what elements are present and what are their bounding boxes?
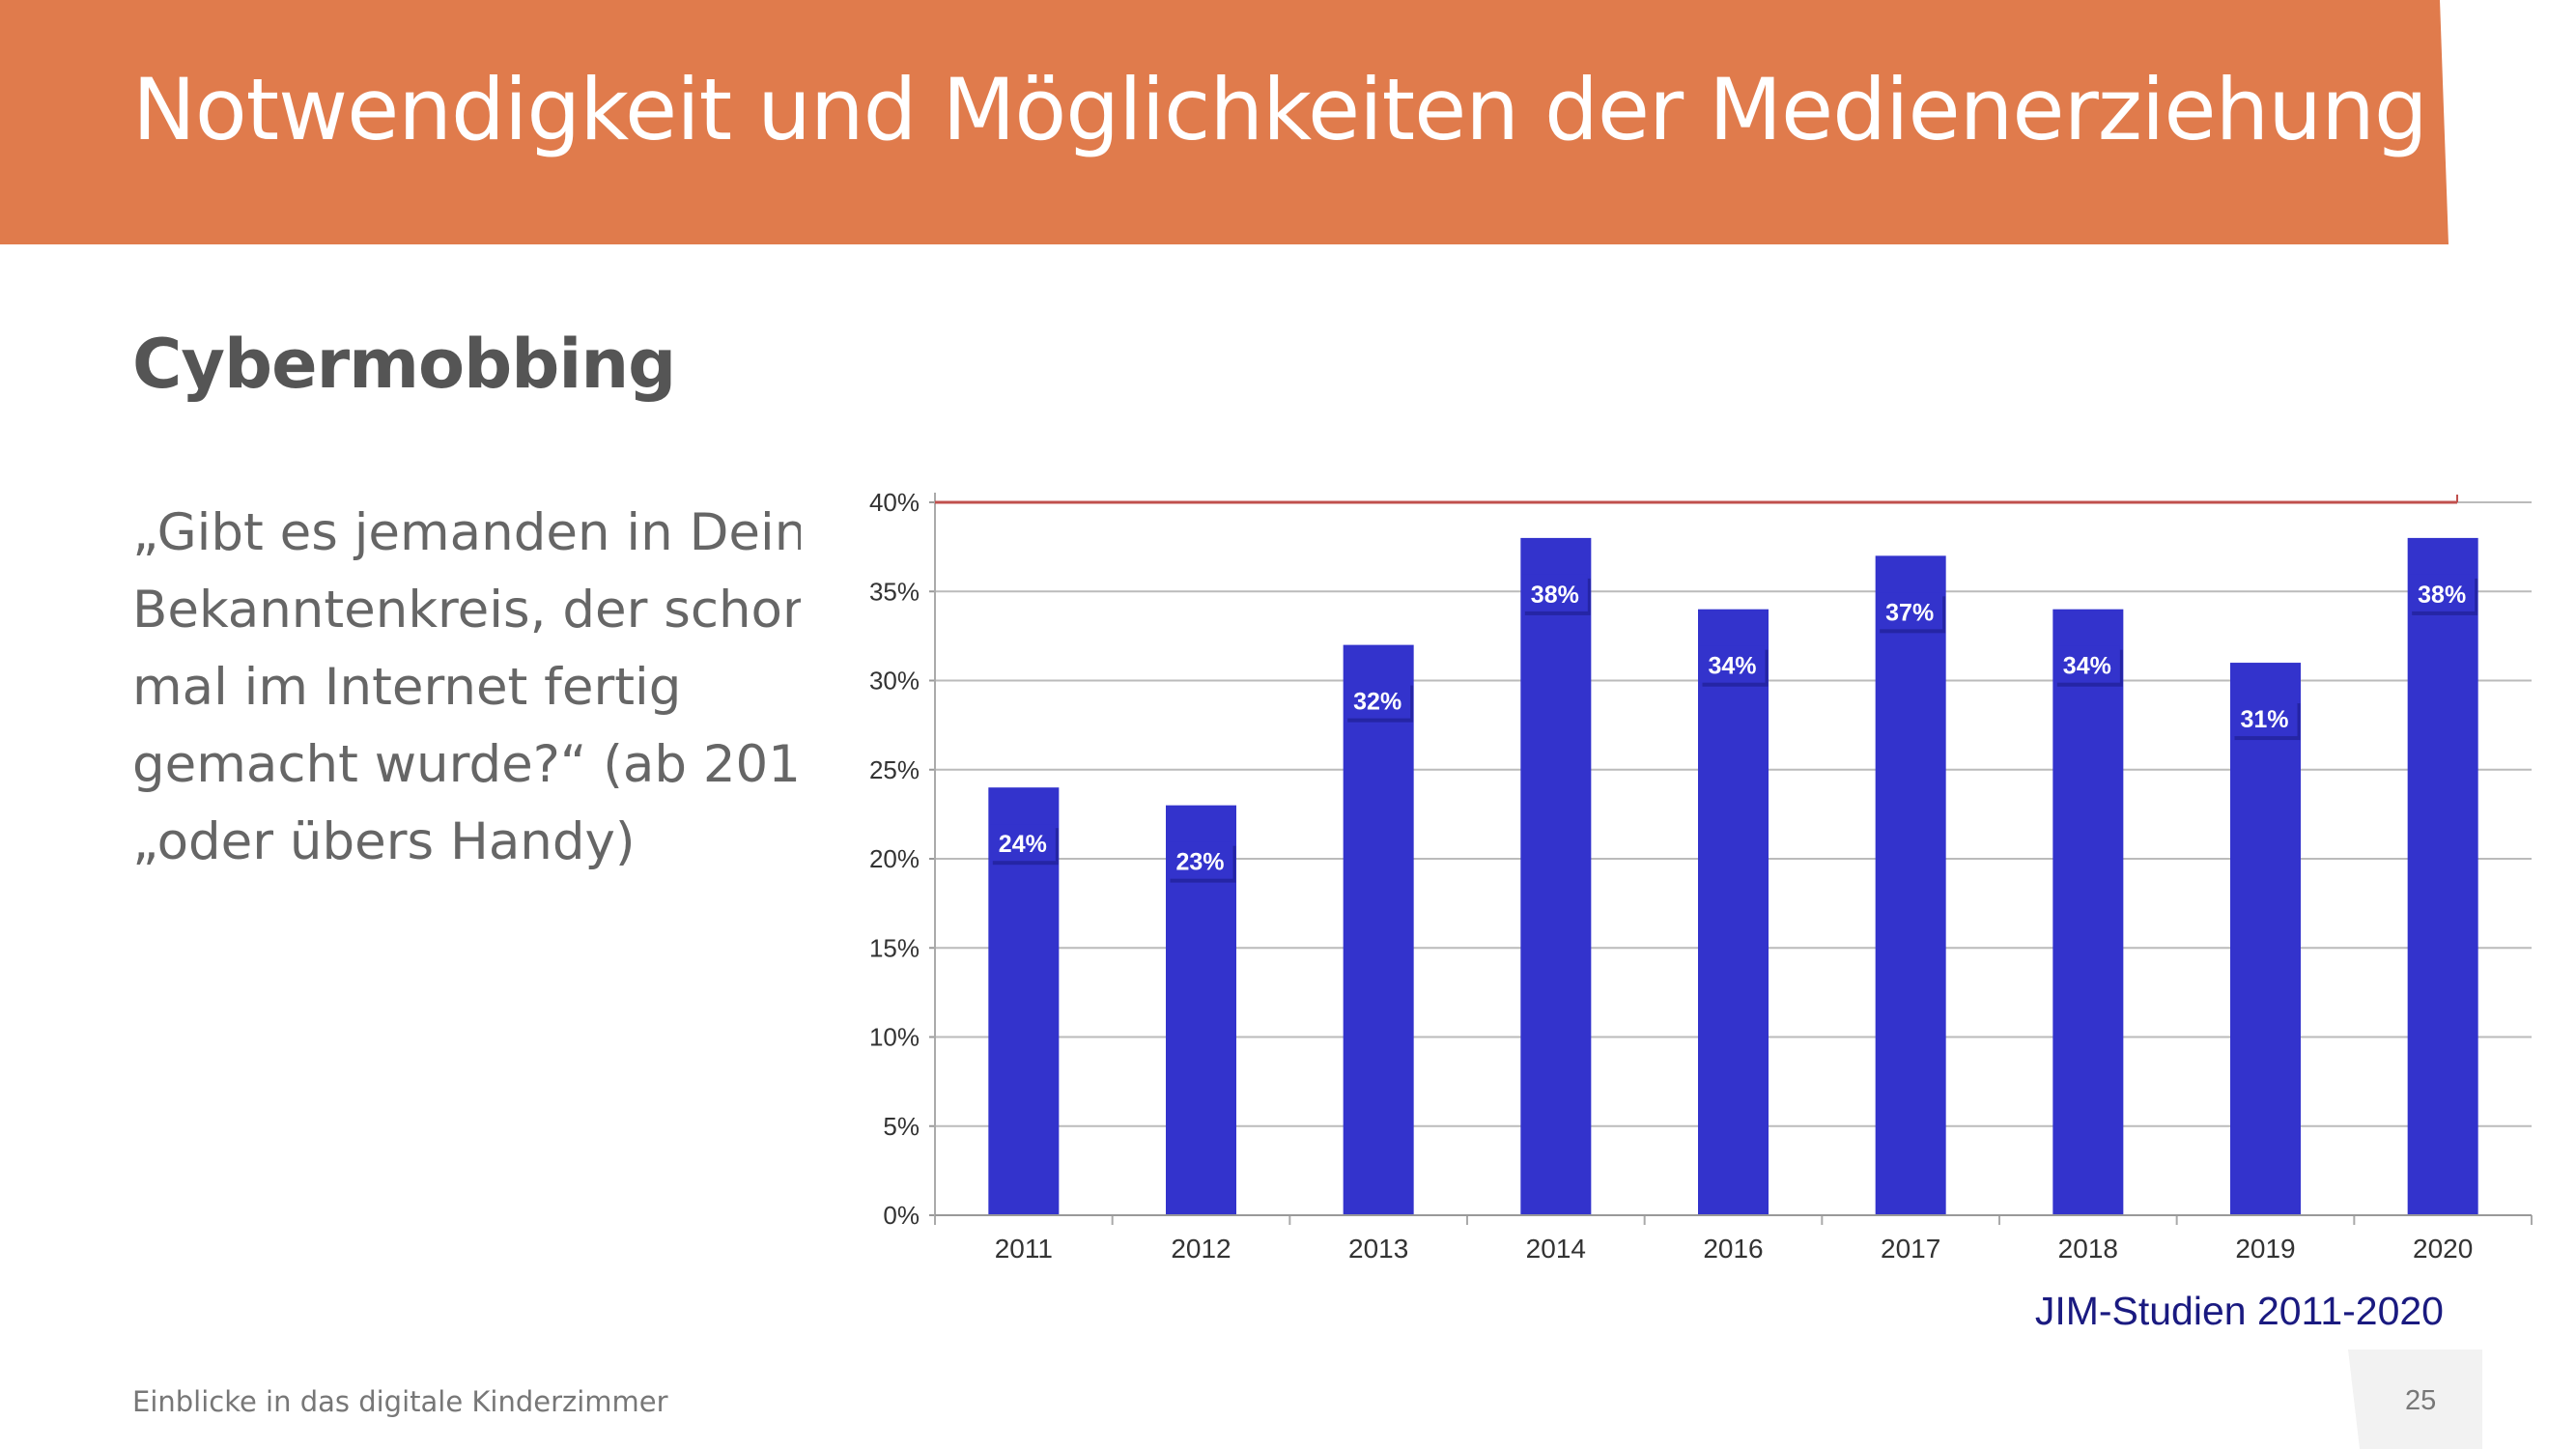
bar: [1343, 644, 1414, 1215]
data-label: 31%: [2240, 706, 2288, 733]
y-tick-label: 15%: [869, 933, 920, 962]
data-label-box: [2231, 699, 2298, 737]
data-label-box: [989, 824, 1056, 862]
page-number: 25: [2405, 1385, 2437, 1416]
x-tick-label: 2019: [2235, 1234, 2295, 1264]
y-tick-label: 10%: [869, 1023, 920, 1052]
bar: [2230, 663, 2301, 1215]
x-tick-label: 2012: [1171, 1234, 1231, 1264]
y-tick-label: 25%: [869, 755, 920, 784]
data-label-box: [1521, 574, 1588, 611]
data-label: 23%: [1175, 849, 1224, 876]
footer-text: Einblicke in das digitale Kinderzimmer: [132, 1385, 668, 1418]
bar: [2052, 609, 2124, 1215]
x-tick-label: 2011: [995, 1234, 1053, 1264]
data-label-box: [1167, 841, 1233, 879]
bar-chart: 0% 5% 10% 15% 20% 25% 30% 35% 40% 24% 2011 23% 2012 3…: [869, 488, 2533, 1264]
bar: [1875, 555, 1946, 1215]
x-tick-label: 2016: [1703, 1234, 1763, 1264]
x-tick-label: 2018: [2058, 1234, 2118, 1264]
x-tick-label: 2014: [1526, 1234, 1586, 1264]
y-tick-label: 20%: [869, 844, 920, 873]
x-tick-label: 2013: [1348, 1234, 1408, 1264]
page-number-box: [2348, 1350, 2482, 1449]
data-label: 34%: [2063, 653, 2111, 680]
data-label-box: [2409, 574, 2476, 611]
section-title: Cybermobbing: [132, 325, 676, 404]
data-label: 37%: [1885, 599, 1934, 626]
quote-line: „Gibt es jemanden in Deinem: [132, 503, 801, 562]
page-title: Notwendigkeit und Möglichkeiten der Medi…: [132, 60, 2428, 159]
data-label: 24%: [999, 831, 1047, 858]
data-label: 38%: [2418, 582, 2466, 609]
data-label: 32%: [1353, 689, 1401, 716]
data-label: 34%: [1708, 653, 1756, 680]
y-tick-label: 40%: [869, 488, 920, 517]
data-label-box: [1877, 592, 1943, 630]
header-bar: [0, 0, 2449, 244]
chart-source: JIM-Studien 2011-2020: [2034, 1289, 2444, 1333]
quote-line: Bekanntenkreis, der schon: [132, 581, 801, 639]
quote-line: mal im Internet fertig: [132, 658, 682, 717]
bar: [1698, 609, 1769, 1215]
y-tick-label: 5%: [883, 1112, 920, 1141]
data-label-box: [2053, 645, 2120, 683]
quote-line: „oder übers Handy): [132, 812, 636, 871]
data-label-box: [1699, 645, 1766, 683]
bar: [1520, 537, 1592, 1215]
x-tick-label: 2017: [1881, 1234, 1940, 1264]
bar: [2407, 537, 2478, 1215]
quote-line: gemacht wurde?“ (ab 2013: [132, 735, 801, 794]
y-tick-label: 30%: [869, 667, 920, 696]
y-tick-label: 0%: [883, 1201, 920, 1230]
data-label: 38%: [1531, 582, 1579, 609]
y-tick-label: 35%: [869, 577, 920, 606]
x-tick-label: 2020: [2413, 1234, 2473, 1264]
data-label-box: [1345, 681, 1411, 719]
quote-text: „Gibt es jemanden in Deinem Bekanntenkre…: [132, 495, 801, 881]
